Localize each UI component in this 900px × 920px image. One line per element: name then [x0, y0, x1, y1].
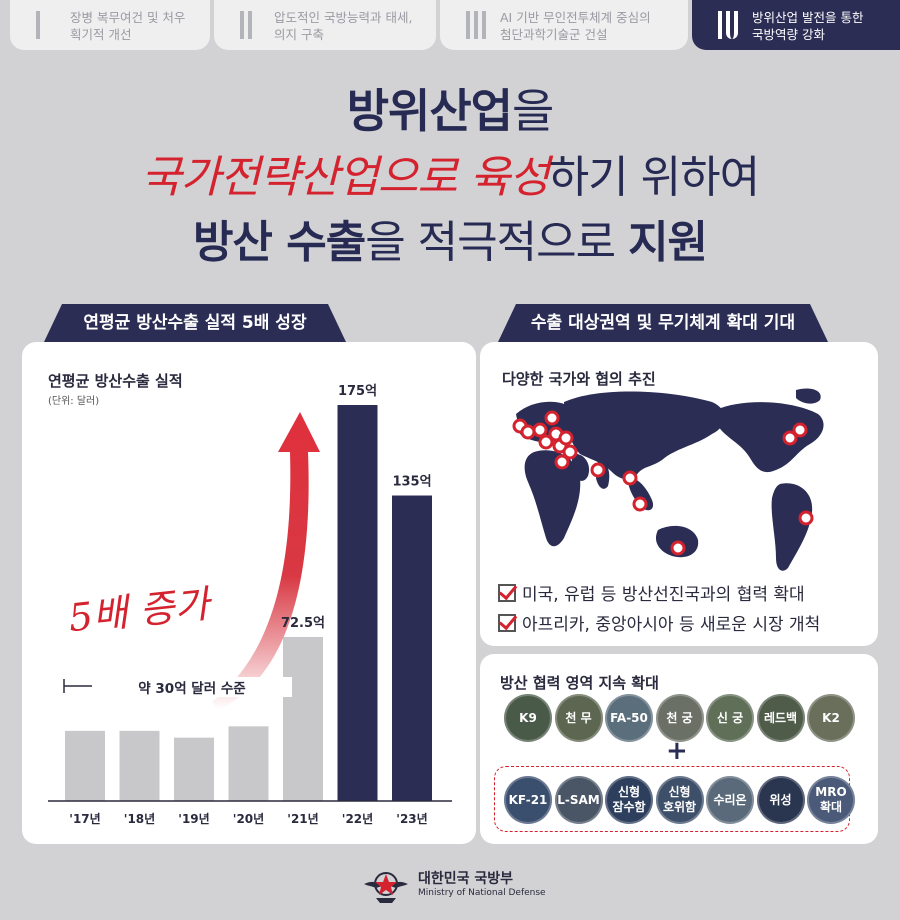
location-pin-icon — [554, 454, 570, 470]
location-pin-icon — [670, 540, 686, 556]
world-map — [512, 388, 824, 571]
tab-1[interactable]: 장병 복무여건 및 처우 획기적 개선 — [10, 0, 210, 50]
new-system-chip-4: 수리온 — [706, 776, 754, 824]
checkbox-icon — [498, 583, 516, 602]
footer: 대한민국 국방부 Ministry of National Defense — [0, 858, 900, 908]
x-tick-label-3: '20년 — [233, 812, 264, 826]
roman-ii-icon — [240, 11, 252, 41]
bar-6 — [392, 495, 432, 801]
headline-bold-1: 방위산업 — [346, 84, 513, 138]
x-tick-label-1: '18년 — [124, 812, 155, 826]
tab-3-line1: AI 기반 무인전투체계 중심의 — [500, 10, 651, 25]
check-text-1: 미국, 유럽 등 방산선진국과의 협력 확대 — [522, 585, 805, 605]
data-label-5: 175억 — [338, 384, 377, 399]
tab-4-line2: 국방역량 강화 — [752, 27, 825, 42]
x-tick-label-5: '22년 — [342, 812, 373, 826]
checkbox-icon — [498, 613, 516, 632]
x-tick-label-2: '19년 — [178, 812, 209, 826]
headline-bold-3: 지원 — [628, 217, 708, 268]
roman-iii-icon — [466, 11, 486, 41]
coop-title: 방산 협력 영역 지속 확대 — [500, 674, 659, 692]
continents — [516, 388, 824, 571]
tab-3-line2: 첨단과학기술군 건설 — [500, 27, 608, 42]
check-item-1: 미국, 유럽 등 방산선진국과의 협력 확대 — [498, 580, 805, 605]
map-panel: 다양한 국가와 협의 추진 미국, 유럽 등 방산선진국과의 협력 — [480, 342, 878, 646]
existing-system-chip-5: 레드백 — [756, 694, 805, 742]
new-system-chip-3: 신형 호위함 — [655, 776, 704, 824]
headline-line3: 방산 수출을 적극적으로 지원 — [0, 214, 900, 272]
bar-4 — [283, 636, 323, 801]
map-title: 다양한 국가와 협의 추진 — [502, 370, 656, 388]
bar-5 — [337, 405, 378, 801]
bar-3 — [228, 726, 269, 801]
data-label-4: 72.5억 — [281, 616, 325, 631]
tab-2-line1: 압도적인 국방능력과 태세, — [274, 10, 413, 25]
location-pin-icon — [538, 434, 554, 450]
new-system-chip-1: L-SAM — [554, 776, 603, 824]
bar-2 — [174, 737, 214, 801]
existing-system-chip-2: FA-50 — [605, 694, 653, 742]
location-pin-icon — [798, 510, 814, 526]
tab-2[interactable]: 압도적인 국방능력과 태세, 의지 구축 — [214, 0, 436, 50]
bar-1 — [119, 730, 160, 801]
headline-rest-1: 을 — [511, 84, 554, 138]
new-system-chip-6: MRO 확대 — [807, 776, 855, 824]
mnd-emblem-icon — [364, 872, 408, 903]
existing-system-chip-1: 천 무 — [554, 694, 603, 742]
headline-line2: 국가전략산업으로 육성하기 위하여 — [0, 148, 900, 208]
plus-icon: + — [666, 736, 688, 766]
location-pin-icon — [558, 430, 574, 446]
tab-1-line2: 획기적 개선 — [70, 27, 132, 42]
existing-system-chip-6: K2 — [807, 694, 855, 742]
headline: 방위산업을 국가전략산업으로 육성하기 위하여 방산 수출을 적극적으로 지원 — [0, 82, 900, 272]
new-system-chip-5: 위성 — [756, 776, 805, 824]
bar-chart: '17년 '18년 '19년 '20년 '21년 72.5억 '22년 175억 '23년 135… — [48, 384, 452, 826]
location-pin-icon — [622, 470, 638, 486]
headline-line1: 방위산업을 — [0, 82, 900, 140]
check-item-2: 아프리카, 중앙아시아 등 새로운 시장 개척 — [498, 610, 820, 635]
headline-rest-2: 하기 위하여 — [548, 152, 760, 203]
range-label: 약 30억 달러 수준 — [92, 677, 292, 697]
roman-i-icon — [36, 11, 40, 41]
x-tick-label-0: '17년 — [69, 812, 100, 826]
chart-panel: 연평균 방산수출 실적 (단위: 달러) '17년 '18년 '19년 '20년 '21… — [22, 342, 476, 844]
roman-iv-icon — [718, 11, 738, 41]
check-text-2: 아프리카, 중앙아시아 등 새로운 시장 개척 — [522, 615, 821, 635]
location-pin-icon — [520, 424, 536, 440]
chart-unit: (단위: 달러) — [48, 396, 100, 407]
headline-mid-3: 을 적극적으로 — [365, 217, 629, 268]
bar-0 — [65, 730, 105, 801]
new-system-chip-2: 신형 잠수함 — [605, 776, 653, 824]
tab-3[interactable]: AI 기반 무인전투체계 중심의 첨단과학기술군 건설 — [440, 0, 688, 50]
tab-4-active[interactable]: 방위산업 발전을 통한 국방역량 강화 — [692, 0, 900, 50]
x-tick-label-4: '21년 — [287, 812, 318, 826]
location-pin-icon — [590, 462, 606, 478]
right-section-header: 수출 대상권역 및 무기체계 확대 기대 — [498, 304, 828, 342]
existing-system-chip-4: 신 궁 — [706, 694, 754, 742]
chart-title: 연평균 방산수출 실적 — [48, 372, 183, 390]
x-tick-label-6: '23년 — [396, 812, 427, 826]
ministry-name-en: Ministry of National Defense — [418, 888, 546, 898]
location-pin-icon — [632, 496, 648, 512]
ministry-name-ko: 대한민국 국방부 — [418, 871, 514, 887]
tab-1-line1: 장병 복무여건 및 처우 — [70, 10, 186, 25]
location-pin-icon — [532, 422, 548, 438]
tab-4-line1: 방위산업 발전을 통한 — [752, 10, 864, 25]
data-label-6: 135억 — [392, 475, 431, 490]
existing-system-chip-3: 천 궁 — [655, 694, 704, 742]
location-pin-icon — [544, 410, 560, 426]
location-pin-icon — [782, 430, 798, 446]
existing-system-chip-0: K9 — [504, 694, 552, 742]
left-section-header: 연평균 방산수출 실적 5배 성장 — [44, 304, 346, 342]
location-pin-icon — [562, 444, 578, 460]
top-tabs: 장병 복무여건 및 처우 획기적 개선 압도적인 국방능력과 태세, 의지 구축… — [0, 0, 900, 52]
map-pins — [512, 410, 814, 556]
tab-2-line2: 의지 구축 — [274, 27, 324, 42]
location-pin-icon — [792, 422, 808, 438]
headline-script: 국가전략산업으로 육성 — [140, 152, 550, 203]
headline-bold-2: 방산 수출 — [192, 217, 366, 268]
growth-arrow-icon — [212, 412, 320, 710]
new-system-chip-0: KF-21 — [504, 776, 552, 824]
